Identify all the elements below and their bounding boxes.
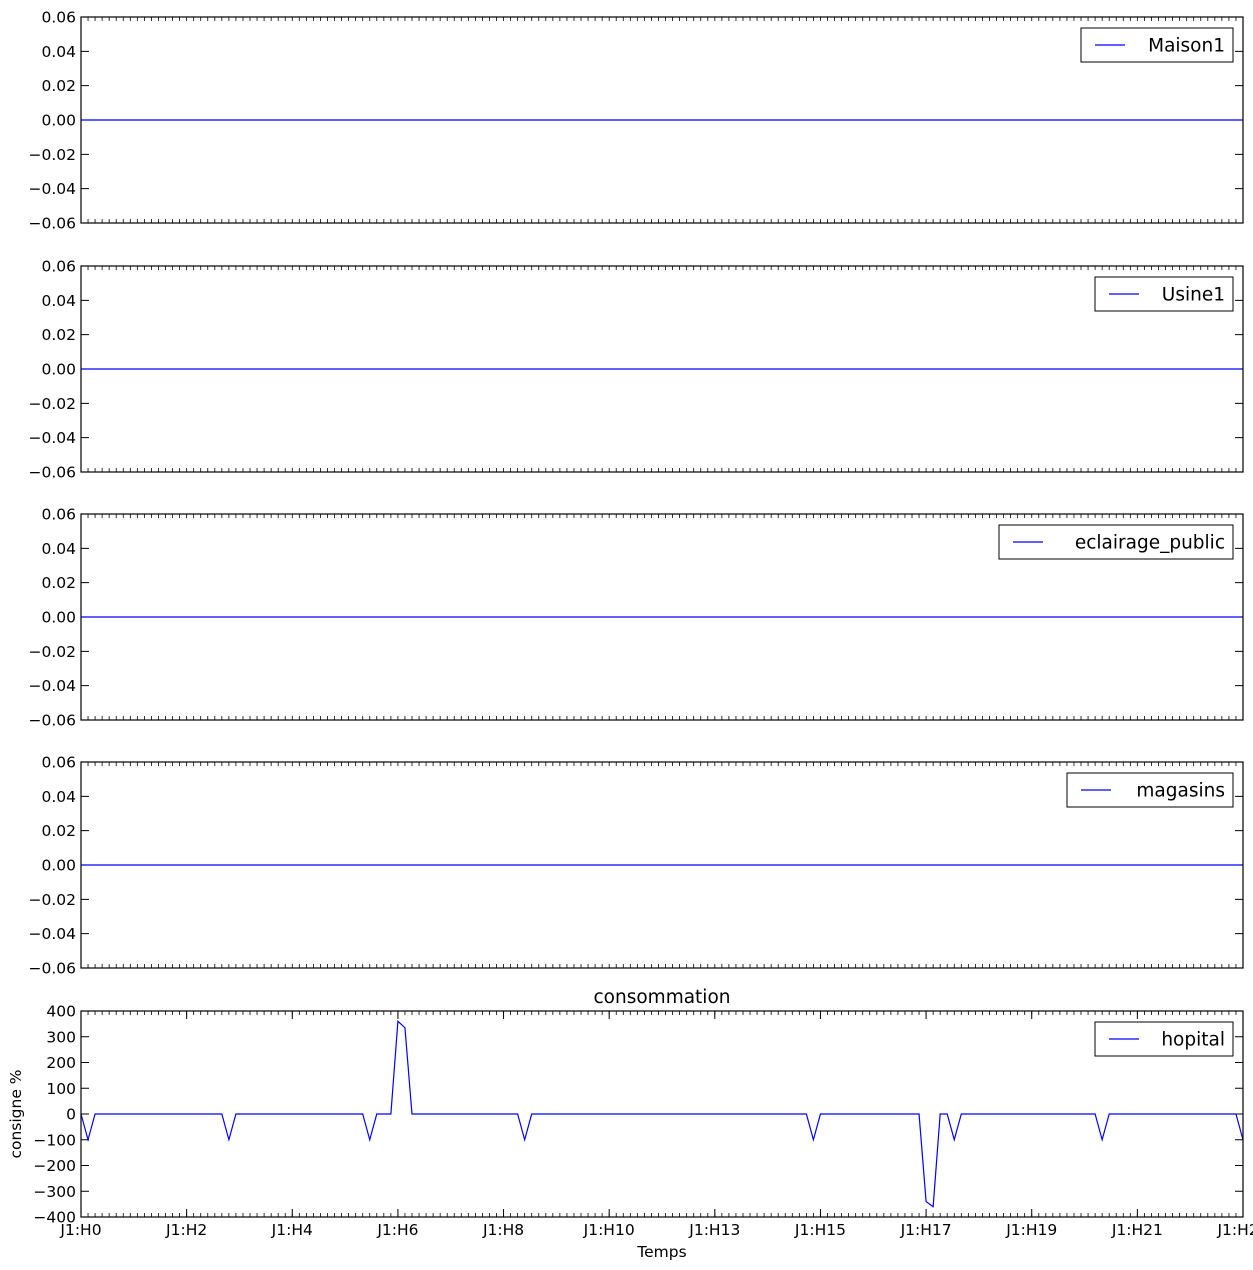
axes-frame	[80, 16, 1244, 224]
legend-label: Usine1	[1162, 285, 1225, 306]
legend-label: Maison1	[1148, 36, 1225, 57]
x-tick-label: J1:H8	[482, 1221, 524, 1239]
x-tick-label: J1:H6	[376, 1221, 418, 1239]
series-line-1	[80, 1020, 1244, 1208]
subplot-1: 0.06 0.04 0.02 0.00 −0.02 −0.04 −0.06 Maison1	[29, 9, 1244, 233]
y-tick-label: 0.00	[41, 361, 76, 379]
x-tick-label: J1:H10	[583, 1221, 635, 1239]
y-tick-label: −300	[33, 1183, 76, 1201]
y-tick-label: 0.04	[41, 292, 76, 310]
y-tick-label: 100	[46, 1080, 76, 1098]
y-axis-label: consigne %	[7, 1069, 25, 1158]
y-tick-label: −400	[33, 1209, 76, 1227]
y-tick-label: −0.02	[29, 643, 77, 661]
x-tick-label: J1:H19	[1005, 1221, 1057, 1239]
chart-title: consommation	[594, 987, 731, 1008]
x-tick-label: J1:H13	[688, 1221, 740, 1239]
y-tick-label: −0.06	[29, 712, 77, 730]
legend: Maison1	[1080, 27, 1234, 63]
x-tick-label: J1:H17	[900, 1221, 952, 1239]
subplot-4: 0.06 0.04 0.02 0.00 −0.02 −0.04 −0.06 magasins	[29, 754, 1244, 978]
legend-label: hopital	[1161, 1030, 1225, 1051]
y-tick-label: 400	[46, 1003, 76, 1021]
x-axis-label: Temps	[636, 1243, 686, 1261]
y-tick-label: −0.06	[29, 464, 77, 482]
subplot-2: 0.06 0.04 0.02 0.00 −0.02 −0.04 −0.06 Usine1	[29, 258, 1244, 482]
y-tick-label: 300	[46, 1028, 76, 1046]
y-tick-label: −100	[33, 1131, 76, 1149]
y-tick-label: 0.00	[41, 609, 76, 627]
y-tick-label: −0.04	[29, 180, 77, 198]
subplot-3: 0.06 0.04 0.02 0.00 −0.02 −0.04 −0.06 eclairage…	[29, 506, 1244, 730]
y-tick-label: 0.02	[41, 326, 76, 344]
y-tick-label: −0.02	[29, 395, 77, 413]
y-tick-label: −0.04	[29, 429, 77, 447]
legend: eclairage_public	[998, 524, 1234, 560]
y-tick-label: −0.04	[29, 925, 77, 943]
y-tick-label: 0	[66, 1106, 76, 1124]
y-tick-label: 0.04	[41, 43, 76, 61]
axes-frame	[80, 1010, 1244, 1218]
y-tick-label: 0.06	[41, 9, 76, 27]
x-tick-label: J1:H2	[165, 1221, 207, 1239]
legend: magasins	[1066, 772, 1234, 808]
y-tick-label: 0.04	[41, 540, 76, 558]
legend: Usine1	[1094, 276, 1234, 312]
x-tick-label: J1:H15	[794, 1221, 846, 1239]
y-tick-label: 200	[46, 1054, 76, 1072]
x-tick-label: J1:H4	[271, 1221, 313, 1239]
x-tick-label: J1:H0	[59, 1221, 101, 1239]
x-tick-label: J1:H23	[1216, 1221, 1253, 1239]
legend-label: eclairage_public	[1075, 533, 1225, 554]
y-tick-label: −0.06	[29, 960, 77, 978]
y-tick-label: 0.06	[41, 506, 76, 524]
y-tick-label: −0.04	[29, 677, 77, 695]
y-tick-label: −0.02	[29, 891, 77, 909]
y-tick-label: 0.02	[41, 822, 76, 840]
y-tick-label: 0.00	[41, 112, 76, 130]
y-tick-label: 0.06	[41, 754, 76, 772]
legend: hopital	[1094, 1021, 1234, 1057]
y-tick-label: 0.00	[41, 857, 76, 875]
legend-label: magasins	[1136, 781, 1225, 802]
axes-frame	[80, 761, 1244, 969]
y-tick-label: 0.02	[41, 77, 76, 95]
y-tick-label: 0.02	[41, 574, 76, 592]
y-tick-label: 0.04	[41, 788, 76, 806]
y-tick-label: 0.06	[41, 258, 76, 276]
axes-frame	[80, 513, 1244, 721]
y-tick-label: −200	[33, 1157, 76, 1175]
axes-frame	[80, 265, 1244, 473]
y-tick-label: −0.06	[29, 215, 77, 233]
x-tick-label: J1:H21	[1111, 1221, 1163, 1239]
y-tick-label: −0.02	[29, 146, 77, 164]
